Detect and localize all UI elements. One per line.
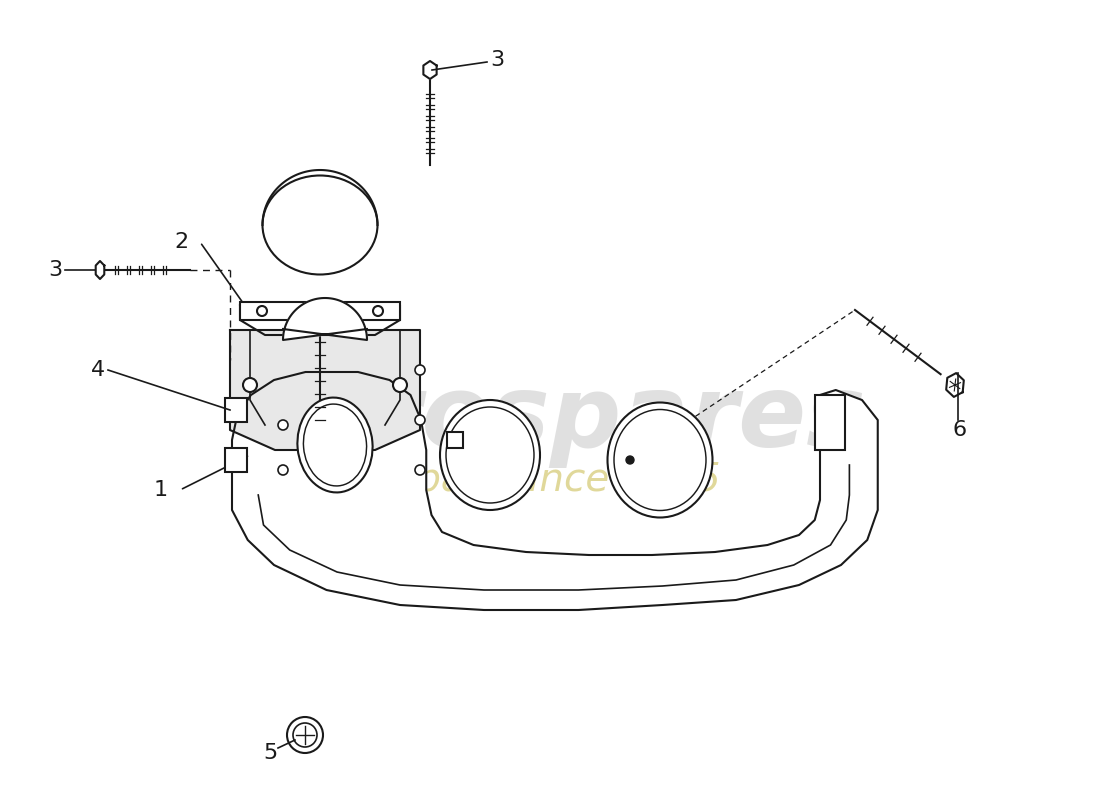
Polygon shape	[240, 305, 400, 335]
Circle shape	[243, 378, 257, 392]
Circle shape	[415, 465, 425, 475]
Bar	[240, 302, 400, 320]
Bar	[447, 432, 463, 448]
Bar	[226, 398, 248, 422]
Polygon shape	[232, 372, 878, 610]
Polygon shape	[946, 373, 964, 397]
Polygon shape	[230, 330, 420, 450]
Text: a part since 1985: a part since 1985	[379, 461, 720, 499]
Text: 6: 6	[953, 420, 967, 440]
Circle shape	[415, 415, 425, 425]
Polygon shape	[283, 298, 367, 340]
Text: 5: 5	[264, 743, 278, 763]
Polygon shape	[424, 61, 437, 79]
Text: 4: 4	[91, 360, 104, 380]
Ellipse shape	[440, 400, 540, 510]
Circle shape	[393, 378, 407, 392]
Text: 3: 3	[48, 260, 62, 280]
Ellipse shape	[297, 398, 373, 493]
Text: 1: 1	[154, 480, 168, 500]
Text: 2: 2	[174, 232, 188, 252]
Circle shape	[278, 420, 288, 430]
Circle shape	[626, 456, 634, 464]
Polygon shape	[96, 261, 104, 279]
Circle shape	[287, 717, 323, 753]
Text: 3: 3	[490, 50, 504, 70]
Circle shape	[257, 306, 267, 316]
Circle shape	[415, 365, 425, 375]
Polygon shape	[263, 170, 377, 225]
Circle shape	[373, 306, 383, 316]
Text: eurospares: eurospares	[233, 371, 867, 469]
Ellipse shape	[607, 402, 713, 518]
Bar	[815, 395, 845, 450]
Bar	[226, 448, 248, 472]
Circle shape	[278, 465, 288, 475]
